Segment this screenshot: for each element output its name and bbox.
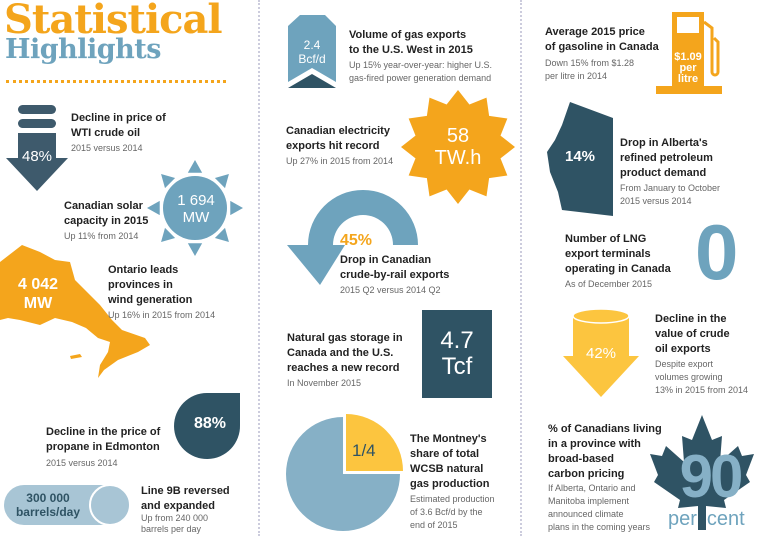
electricity-sub: Up 27% in 2015 from 2014 — [286, 156, 394, 166]
maple-leaf-icon — [650, 415, 754, 530]
line9b-value: 300 000 barrels/day — [15, 491, 81, 519]
montney-value: 1/4 — [352, 441, 376, 460]
gas-pump-icon — [656, 12, 722, 94]
sun-icon — [147, 160, 243, 256]
storage-title: Natural gas storage in Canada and the U.S… — [287, 332, 403, 374]
electricity-title: Canadian electricity exports hit record — [286, 125, 390, 152]
wind-sub: Up 16% in 2015 from 2014 — [108, 310, 216, 320]
gas-west-value: 2.4 Bcf/d — [298, 38, 326, 66]
dotted-divider — [6, 80, 226, 83]
title-highlights: Highlights — [5, 34, 161, 65]
line9b-title: Line 9B reversed and expanded — [141, 485, 230, 512]
alberta-value: 14% — [564, 148, 596, 165]
carbon-title: % of Canadians living in a province with b… — [548, 423, 662, 480]
montney-title: The Montney's share of total WCSB natural g… — [410, 433, 490, 490]
alberta-sub: From January to October 2015 versus 2014 — [620, 183, 721, 206]
gasoline-sub: Down 15% from $1.28 per litre in 2014 — [545, 58, 635, 81]
crude-exports-sub: Despite export volumes growing 13% in 2015… — [655, 359, 749, 395]
solar-value: 1 694 MW — [177, 192, 215, 226]
crude-exports-value: 42% — [585, 345, 617, 362]
solar-sub: Up 11% from 2014 — [64, 231, 139, 241]
column-divider — [520, 0, 522, 536]
rail-value: 45% — [340, 232, 373, 249]
chevron-up-icon — [288, 15, 336, 88]
carbon-unit: per cent — [668, 508, 745, 530]
solar-title: Canadian solar capacity in 2015 — [64, 200, 149, 227]
crude-exports-title: Decline in the value of crude oil exports — [655, 313, 730, 355]
montney-sub: Estimated production of 3.6 Bcf/d by the e… — [410, 494, 495, 530]
wind-value: 4 042 MW — [17, 276, 59, 312]
carbon-value: 90 — [679, 443, 744, 510]
starburst-icon — [401, 90, 515, 204]
lng-value: 0 — [695, 208, 739, 296]
line9b-sub: Up from 240 000 barrels per day — [141, 513, 209, 534]
drop-icon — [174, 393, 241, 459]
pie-slice-rest — [286, 417, 400, 531]
lng-title: Number of LNG export terminals operating i… — [565, 233, 671, 275]
pipe-icon — [4, 484, 131, 526]
storage-square: 4.7 Tcf — [422, 310, 492, 398]
rail-sub: 2015 Q2 versus 2014 Q2 — [340, 285, 441, 295]
storage-sub: In November 2015 — [287, 378, 362, 388]
u-turn-arrow-icon — [287, 190, 418, 285]
alberta-map-icon — [547, 102, 613, 216]
title-statistical: Statistical — [4, 0, 223, 43]
gas-west-sub: Up 15% year-over-year: higher U.S. gas-fi… — [349, 60, 493, 83]
wti-sub: 2015 versus 2014 — [71, 143, 143, 153]
pie-icon — [286, 414, 403, 531]
propane-sub: 2015 versus 2014 — [46, 458, 118, 468]
down-arrow-barrel-icon — [563, 308, 639, 397]
wti-title: Decline in price of WTI crude oil — [71, 112, 166, 139]
propane-value: 88% — [193, 415, 227, 432]
wti-value: 48% — [21, 148, 53, 165]
electricity-value: 58 TW.h — [434, 125, 482, 169]
propane-title: Decline in the price of propane in Edmont… — [46, 426, 161, 453]
gas-west-title: Volume of gas exports to the U.S. West in… — [349, 29, 473, 56]
column-divider — [258, 0, 260, 536]
gasoline-value: $1.09 per litre — [674, 51, 702, 85]
pie-slice-montney — [346, 414, 403, 471]
gasoline-title: Average 2015 price of gasoline in Canada — [545, 26, 659, 53]
wind-title: Ontario leads provinces in wind generation — [108, 264, 193, 306]
ontario-map-icon — [0, 245, 150, 378]
carbon-sub: If Alberta, Ontario and Manitoba implemen… — [548, 483, 651, 532]
rail-title: Drop in Canadian crude-by-rail exports — [340, 254, 450, 281]
down-arrow-barrel-icon — [6, 105, 68, 191]
alberta-title: Drop in Alberta's refined petroleum produc… — [620, 137, 713, 179]
lng-sub: As of December 2015 — [565, 279, 653, 289]
